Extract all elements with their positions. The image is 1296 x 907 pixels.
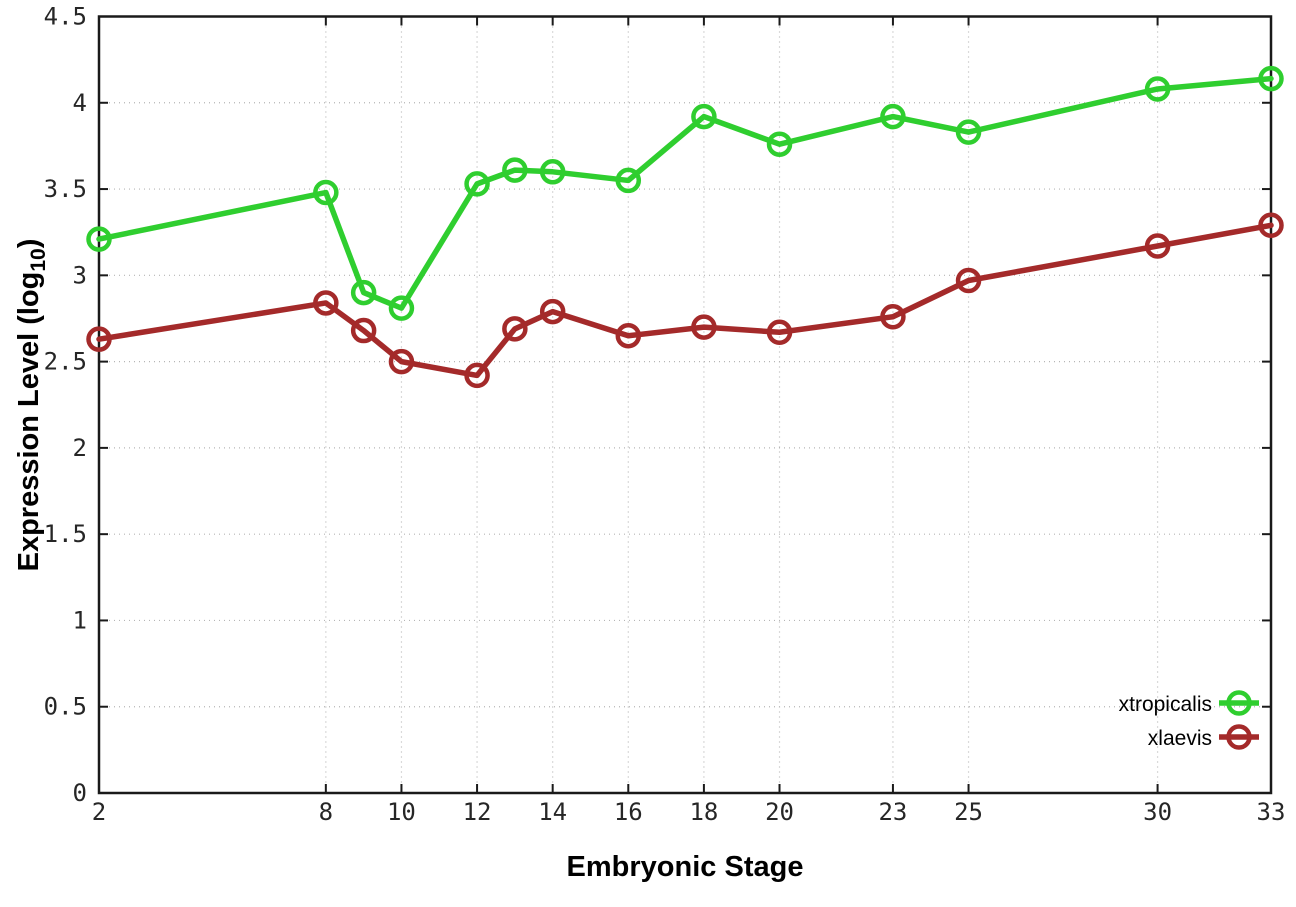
legend-item-xtropicalis: xtropicalis [1119, 690, 1259, 716]
legend-marker-icon-xlaevis [1226, 724, 1252, 750]
data-point-xlaevis-stage9 [350, 317, 377, 344]
data-point-xtropicalis-stage9 [350, 279, 377, 306]
legend-marker-icon-xtropicalis [1226, 690, 1252, 716]
x-tick-label-20: 20 [765, 798, 794, 826]
y-tick-label-2: 2 [73, 434, 87, 462]
x-tick-label-18: 18 [689, 798, 718, 826]
legend: xtropicalis xlaevis [1119, 690, 1259, 750]
series-line-xlaevis [96, 222, 1274, 379]
data-point-xlaevis-stage25 [955, 267, 982, 294]
gridlines [99, 16, 1271, 793]
legend-item-xlaevis: xlaevis [1148, 724, 1259, 750]
y-tick-label-3.5: 3.5 [44, 175, 87, 203]
data-point-xlaevis-stage2 [86, 326, 112, 352]
series-line-xtropicalis [96, 75, 1274, 311]
y-tick-label-4.5: 4.5 [44, 3, 87, 31]
y-tick-label-1: 1 [73, 606, 87, 634]
plot-border [97, 15, 1273, 795]
data-point-xlaevis-stage30 [1144, 233, 1171, 259]
x-tick-label-25: 25 [954, 798, 983, 826]
tick-labels: 2 8 10 12 14 16 18 20 23 25 30 33 0 0.5 1 1.5 2 2.5 3 3.5 4 4… [44, 3, 1286, 827]
x-tick-label-12: 12 [463, 798, 492, 826]
x-tick-label-33: 33 [1257, 798, 1286, 826]
data-point-xtropicalis-stage23 [880, 103, 906, 130]
x-axis-label: Embryonic Stage [567, 851, 804, 883]
data-point-xlaevis-stage23 [880, 303, 906, 330]
data-point-xtropicalis-stage13 [502, 157, 528, 183]
y-tick-label-0: 0 [73, 779, 87, 807]
y-tick-label-3: 3 [73, 261, 87, 289]
data-point-xtropicalis-stage18 [691, 103, 717, 130]
data-point-xtropicalis-stage25 [955, 119, 982, 145]
x-tick-label-8: 8 [319, 798, 333, 826]
data-point-xtropicalis-stage10 [388, 295, 415, 321]
x-tick-label-2: 2 [92, 798, 106, 826]
data-point-xlaevis-stage8 [313, 290, 339, 316]
axis-ticks [98, 15, 1272, 794]
data-point-xlaevis-stage18 [691, 314, 717, 340]
y-tick-label-4: 4 [73, 89, 87, 117]
legend-label-xlaevis: xlaevis [1148, 727, 1212, 750]
y-tick-label-0.5: 0.5 [44, 693, 87, 721]
data-series [86, 65, 1284, 389]
data-point-xtropicalis-stage30 [1144, 76, 1171, 102]
y-tick-label-1.5: 1.5 [44, 520, 87, 548]
data-point-xtropicalis-stage2 [86, 226, 112, 252]
data-point-xlaevis-stage33 [1258, 212, 1284, 239]
data-point-xtropicalis-stage8 [313, 179, 339, 206]
x-tick-label-30: 30 [1143, 798, 1172, 826]
data-point-xlaevis-stage16 [615, 322, 642, 349]
data-point-xtropicalis-stage12 [464, 171, 490, 197]
data-point-xlaevis-stage12 [464, 362, 490, 389]
x-tick-label-16: 16 [614, 798, 643, 826]
data-point-xtropicalis-stage14 [539, 159, 566, 185]
y-axis-label: Expression Level (log10) [13, 239, 50, 572]
data-point-xlaevis-stage14 [539, 298, 566, 325]
x-tick-label-14: 14 [538, 798, 567, 826]
legend-label-xtropicalis: xtropicalis [1119, 693, 1212, 716]
data-point-xlaevis-stage10 [388, 348, 415, 375]
data-point-xlaevis-stage20 [766, 319, 793, 346]
data-point-xtropicalis-stage20 [766, 131, 793, 157]
data-point-xtropicalis-stage16 [615, 167, 642, 194]
y-tick-label-2.5: 2.5 [44, 348, 87, 376]
x-tick-label-10: 10 [387, 798, 416, 826]
data-point-xlaevis-stage13 [502, 316, 528, 342]
x-tick-label-23: 23 [878, 798, 907, 826]
data-point-xtropicalis-stage33 [1258, 65, 1284, 92]
